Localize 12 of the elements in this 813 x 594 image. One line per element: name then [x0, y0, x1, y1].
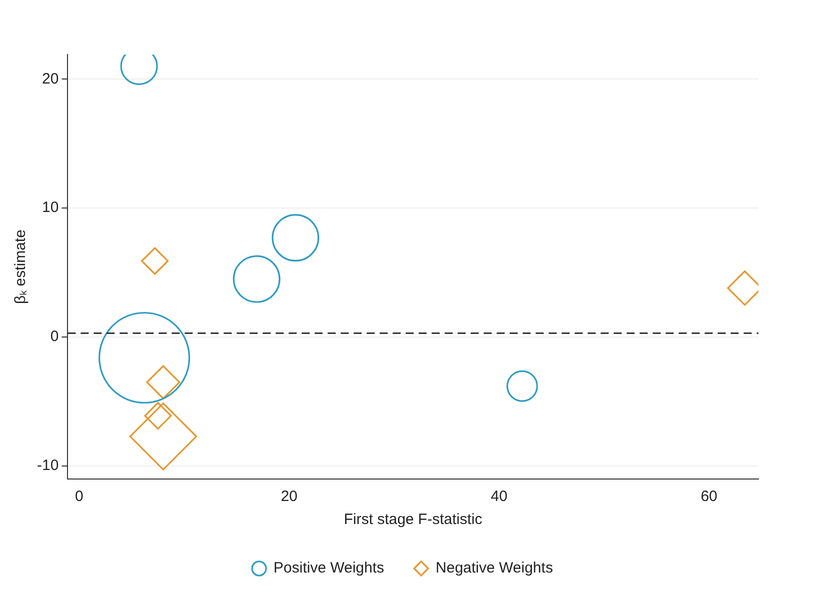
legend-label: Negative Weights — [436, 560, 553, 577]
y-tick-label: -10 — [36, 457, 59, 474]
x-tick-label: 40 — [490, 488, 508, 506]
x-tick-label: 20 — [280, 488, 298, 506]
y-tick-label: 0 — [50, 328, 59, 346]
x-tick-label: 60 — [700, 488, 718, 506]
y-tick-label: 20 — [42, 70, 59, 88]
x-axis-title: First stage F-statistic — [344, 511, 483, 528]
legend-label: Positive Weights — [274, 560, 384, 577]
x-tick-label: 0 — [75, 488, 84, 506]
y-axis-title: βₖ estimate — [12, 230, 30, 304]
y-tick-label: 10 — [42, 199, 59, 216]
